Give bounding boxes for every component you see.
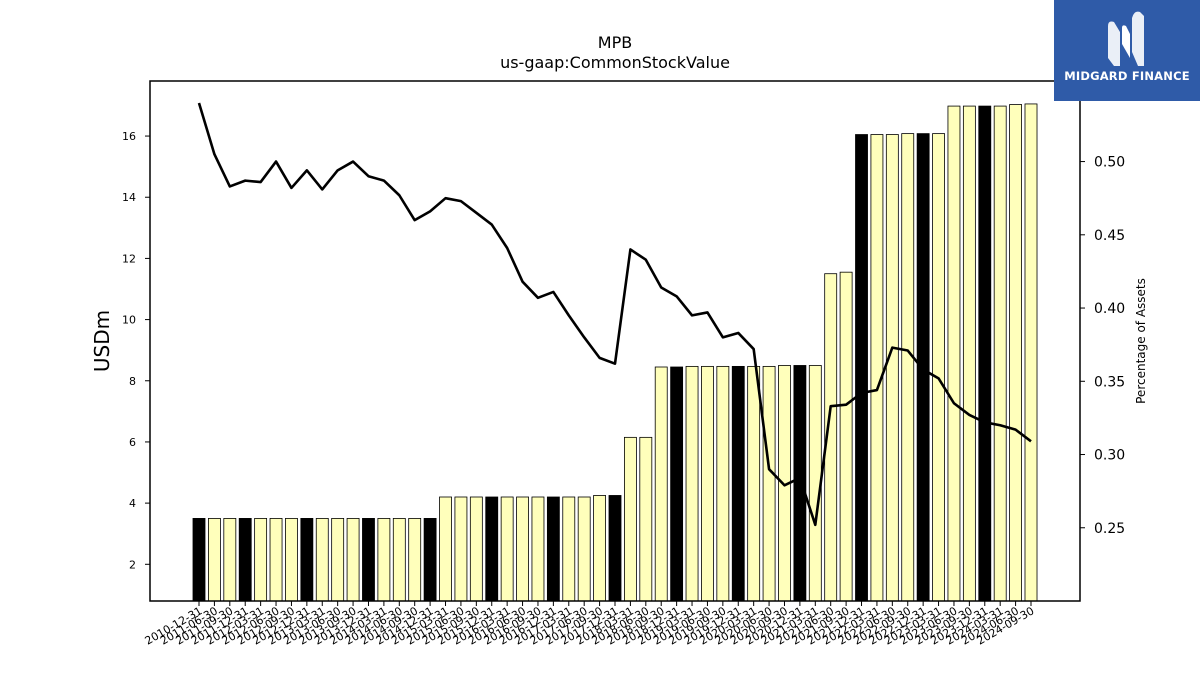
left-tick-label: 14 <box>122 191 136 204</box>
bar-2017-06-30 <box>577 496 591 602</box>
right-tick-label: 0.45 <box>1094 228 1125 244</box>
right-tick-label: 0.30 <box>1094 448 1125 464</box>
right-tick-label: 0.50 <box>1094 155 1125 171</box>
bar-2017-12-31 <box>608 495 622 602</box>
bar-2014-12-31 <box>423 518 437 602</box>
bar-2014-03-31 <box>377 518 391 602</box>
bar-2017-03-31 <box>562 496 576 602</box>
right-tick-label: 0.35 <box>1094 374 1125 390</box>
left-tick-label: 8 <box>129 375 136 388</box>
bar-2016-06-30 <box>516 496 529 602</box>
bar-2013-09-30 <box>346 518 360 602</box>
left-axis-ticks: 2 4 6 8 10 12 14 16 <box>122 130 150 571</box>
midgard-logo-icon <box>1108 11 1144 67</box>
bar-2024-03-31 <box>993 105 1007 602</box>
x-axis-ticks: 2010-12-312011-06-302011-09-302011-12-31… <box>143 601 1037 648</box>
bar-2023-09-30 <box>962 105 976 602</box>
bar-2015-12-31 <box>485 496 499 602</box>
bar-2015-06-30 <box>454 496 468 602</box>
bar-2024-09-30 <box>1024 103 1038 602</box>
bar-2022-03-31 <box>870 134 884 602</box>
bar-2020-03-31 <box>747 365 761 602</box>
left-tick-label: 6 <box>129 436 136 449</box>
left-tick-label: 12 <box>122 252 136 265</box>
bar-2011-06-30 <box>207 518 221 602</box>
left-tick-label: 10 <box>122 314 136 327</box>
right-tick-label: 0.25 <box>1094 521 1125 537</box>
bar-2022-12-31 <box>916 133 930 602</box>
bar-2020-06-30 <box>762 365 776 602</box>
bar-2014-06-30 <box>392 518 406 602</box>
bar-2019-06-30 <box>701 365 714 602</box>
bar-2016-12-31 <box>546 496 560 602</box>
bar-2010-12-31 <box>192 518 206 602</box>
bar-2018-09-30 <box>654 366 668 602</box>
bar-2012-03-31 <box>254 518 268 602</box>
bar-2023-06-30 <box>947 105 961 602</box>
left-tick-label: 4 <box>129 497 136 510</box>
chart-subtitle: us-gaap:CommonStockValue <box>500 53 730 72</box>
bar-2016-03-31 <box>500 496 514 602</box>
bar-2013-06-30 <box>331 518 345 602</box>
bar-2023-12-31 <box>978 105 992 602</box>
bar-2021-09-30 <box>839 271 853 602</box>
bar-2018-06-30 <box>639 436 653 602</box>
bar-2021-12-31 <box>855 134 868 602</box>
bar-2018-03-31 <box>624 436 637 602</box>
bar-2013-12-31 <box>362 518 375 602</box>
bar-2012-12-31 <box>300 518 314 602</box>
line-series <box>197 102 1032 527</box>
right-tick-label: 0.40 <box>1094 301 1125 317</box>
bar-2024-06-30 <box>1009 104 1023 602</box>
bar-2011-12-31 <box>238 518 252 602</box>
bar-2018-12-31 <box>670 366 684 602</box>
bar-2022-09-30 <box>901 133 915 602</box>
bar-2013-03-31 <box>315 518 329 602</box>
bar-2019-09-30 <box>716 365 730 602</box>
bar-2011-09-30 <box>223 518 237 602</box>
left-tick-label: 16 <box>122 130 136 143</box>
bar-2017-09-30 <box>593 495 607 602</box>
bar-2015-03-31 <box>439 496 452 602</box>
left-axis-label: USDm <box>90 310 114 372</box>
bar-2015-09-30 <box>469 496 483 602</box>
percentage-of-assets-line <box>197 102 1032 527</box>
bar-2012-06-30 <box>269 518 283 602</box>
plot-frame <box>149 80 1081 602</box>
bar-2022-06-30 <box>885 134 899 602</box>
midgard-logo: MIDGARD FINANCE <box>1054 0 1200 101</box>
left-tick-label: 2 <box>129 558 136 571</box>
right-axis-ticks: 0.25 0.30 0.35 0.40 0.45 0.50 <box>1080 155 1125 537</box>
chart-title: MPB <box>598 33 632 52</box>
bar-2019-12-31 <box>731 365 745 602</box>
bar-2023-03-31 <box>932 133 945 602</box>
bar-2012-09-30 <box>285 518 298 602</box>
bar-2016-09-30 <box>531 496 545 602</box>
right-axis-label: Percentage of Assets <box>1134 278 1148 404</box>
bar-2020-12-31 <box>793 365 807 602</box>
logo-text: MIDGARD FINANCE <box>1064 69 1190 83</box>
bar-2014-09-30 <box>408 518 422 602</box>
bar-2019-03-31 <box>685 365 699 602</box>
